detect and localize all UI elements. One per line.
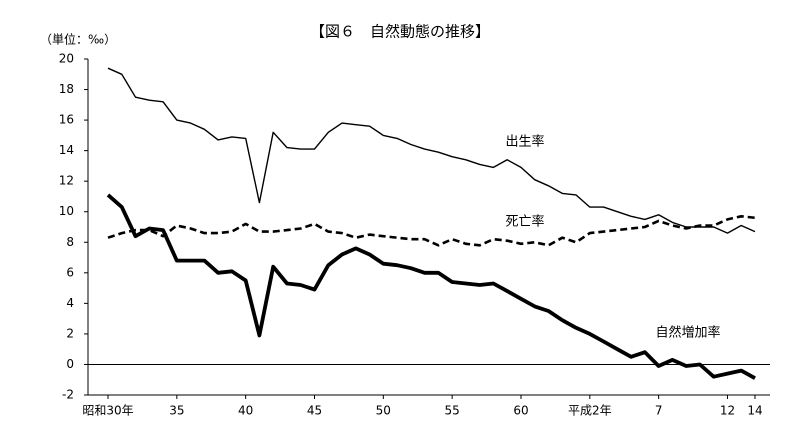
series-label: 死亡率 xyxy=(505,214,544,230)
y-tick-label: 18 xyxy=(59,82,74,96)
y-unit: （単位：‰） xyxy=(40,32,116,47)
y-tick-label: 12 xyxy=(59,174,74,188)
series-line xyxy=(106,193,756,380)
x-tick-label: 12 xyxy=(720,404,735,418)
y-tick-label: 0 xyxy=(66,357,74,371)
series-line xyxy=(107,215,756,247)
series-line xyxy=(107,67,756,234)
x-tick-label: 平成2年 xyxy=(568,404,612,418)
y-tick-label: 14 xyxy=(59,143,74,157)
x-tick-label: 45 xyxy=(307,404,322,418)
y-tick-label: 4 xyxy=(66,296,74,310)
x-tick-label: 60 xyxy=(513,404,528,418)
y-tick-label: 10 xyxy=(59,204,74,218)
chart-title: 【図６ 自然動態の推移】 xyxy=(310,23,490,41)
y-tick-label: 20 xyxy=(59,52,74,66)
x-tick-label: 昭和30年 xyxy=(82,404,133,418)
series-label: 出生率 xyxy=(505,134,544,150)
x-tick-label: 50 xyxy=(376,404,391,418)
y-tick-label: 16 xyxy=(59,113,74,127)
series-label: 自然増加率 xyxy=(655,325,720,341)
y-tick-label: 6 xyxy=(66,265,74,279)
x-tick-label: 40 xyxy=(238,404,253,418)
y-tick-label: 2 xyxy=(66,326,74,340)
x-tick-label: 55 xyxy=(445,404,460,418)
y-tick-label: -2 xyxy=(62,388,74,402)
x-tick-label: 14 xyxy=(747,404,762,418)
x-tick-label: 35 xyxy=(169,404,184,418)
y-tick-label: 8 xyxy=(66,235,74,249)
x-tick-label: 7 xyxy=(655,404,663,418)
